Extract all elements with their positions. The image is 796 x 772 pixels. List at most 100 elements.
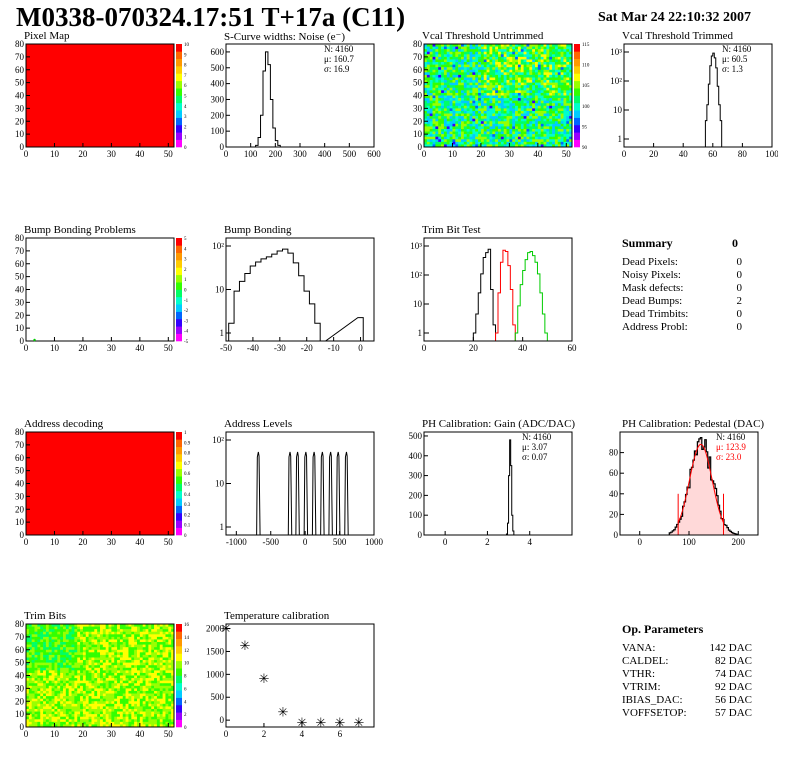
heatmap-cell xyxy=(520,100,524,104)
heatmap-cell xyxy=(495,82,499,86)
heatmap-cell xyxy=(171,678,175,681)
heatmap-cell xyxy=(91,647,95,651)
heatmap-cell xyxy=(446,110,450,114)
heatmap-cell xyxy=(489,67,493,71)
heatmap-cell xyxy=(458,85,462,89)
heatmap-cell xyxy=(546,95,550,99)
heatmap-cell xyxy=(105,680,109,684)
heatmap-cell xyxy=(51,708,55,712)
heatmap-cell xyxy=(429,46,433,50)
heatmap-cell xyxy=(74,711,78,715)
heatmap-cell xyxy=(523,87,527,91)
heatmap-cell xyxy=(148,670,152,674)
heatmap-cell xyxy=(45,675,50,679)
heatmap-cell xyxy=(486,100,490,104)
heatmap-cell xyxy=(156,698,161,702)
heatmap-cell xyxy=(134,652,138,656)
heatmap-cell xyxy=(63,652,67,656)
heatmap-cell xyxy=(472,136,476,140)
heatmap-cell xyxy=(463,134,467,137)
heatmap-cell xyxy=(165,714,169,717)
y-tick-label: 80 xyxy=(15,427,25,437)
heatmap-cell xyxy=(43,642,47,645)
heatmap-cell xyxy=(552,131,556,135)
y-tick-label: 30 xyxy=(15,103,25,113)
heatmap-cell xyxy=(426,92,430,96)
heatmap-cell xyxy=(466,74,470,78)
heatmap-cell xyxy=(57,693,61,697)
heatmap-cell xyxy=(117,688,121,692)
heatmap-cell xyxy=(532,49,536,53)
heatmap-cell xyxy=(532,103,536,107)
heatmap-cell xyxy=(515,108,519,112)
heatmap-cell xyxy=(475,69,479,73)
heatmap-cell xyxy=(60,714,64,717)
heatmap-cell xyxy=(40,629,44,633)
heatmap-cell xyxy=(40,660,44,663)
heatmap-cell xyxy=(43,631,47,635)
heatmap-cell xyxy=(31,652,35,656)
heatmap-cell xyxy=(43,683,47,687)
heatmap-cell xyxy=(549,74,553,78)
heatmap-cell xyxy=(458,90,462,94)
heatmap-cell xyxy=(51,649,55,653)
heatmap-cell xyxy=(28,693,32,697)
heatmap-cell xyxy=(523,69,527,73)
temperature-point: ✳ xyxy=(240,638,251,653)
heatmap-cell xyxy=(80,711,84,715)
heatmap-cell xyxy=(37,639,41,643)
heatmap-cell xyxy=(540,113,544,117)
heatmap-cell xyxy=(526,90,530,94)
heatmap-cell xyxy=(549,77,553,81)
heatmap-cell xyxy=(532,105,536,109)
heatmap-cell xyxy=(51,724,55,728)
y-tick-label: 300 xyxy=(409,471,423,481)
x-tick-label: 0 xyxy=(443,537,448,547)
heatmap-cell xyxy=(526,72,530,76)
heatmap-cell xyxy=(57,672,61,676)
heatmap-cell xyxy=(100,657,104,661)
heatmap-cell xyxy=(105,690,109,694)
heatmap-cell xyxy=(426,64,430,68)
y-tick-label: 100 xyxy=(211,126,225,136)
heatmap-cell xyxy=(560,82,564,86)
heatmap-cell xyxy=(443,100,448,104)
heatmap-cell xyxy=(154,634,158,638)
heatmap-cell xyxy=(498,141,502,145)
x-tick-label: -40 xyxy=(247,343,259,353)
heatmap-cell xyxy=(165,688,169,692)
heatmap-cell xyxy=(540,136,544,140)
heatmap-cell xyxy=(128,703,132,707)
colorbar-label: 16 xyxy=(184,623,190,628)
heatmap-cell xyxy=(563,82,567,86)
heatmap-cell xyxy=(137,660,141,663)
heatmap-cell xyxy=(480,77,485,81)
heatmap-cell xyxy=(523,74,527,78)
heatmap-cell xyxy=(51,657,55,661)
heatmap-cell xyxy=(526,98,530,101)
heatmap-cell xyxy=(77,675,81,679)
heatmap-cell xyxy=(151,711,155,715)
heatmap-cell xyxy=(74,644,78,648)
heatmap-cell xyxy=(85,670,89,674)
heatmap-cell xyxy=(134,667,138,671)
heatmap-cell xyxy=(45,629,50,633)
colorbar-label: 10 xyxy=(184,43,190,48)
heatmap-cell xyxy=(424,44,428,47)
heatmap-cell xyxy=(77,672,81,676)
heatmap-cell xyxy=(102,719,106,723)
heatmap-cell xyxy=(82,642,87,645)
heatmap-cell xyxy=(105,639,109,643)
heatmap-cell xyxy=(563,141,567,145)
heatmap-cell xyxy=(495,85,499,89)
heatmap-cell xyxy=(480,105,485,109)
heatmap-cell xyxy=(498,92,502,96)
heatmap-cell xyxy=(500,49,504,53)
heatmap-cell xyxy=(85,672,89,676)
y-tick-label: 1 xyxy=(418,328,423,338)
heatmap-cell xyxy=(139,672,143,676)
heatmap-cell xyxy=(426,108,430,112)
heatmap-cell xyxy=(148,683,152,687)
colorbar-label: -1 xyxy=(184,299,189,304)
